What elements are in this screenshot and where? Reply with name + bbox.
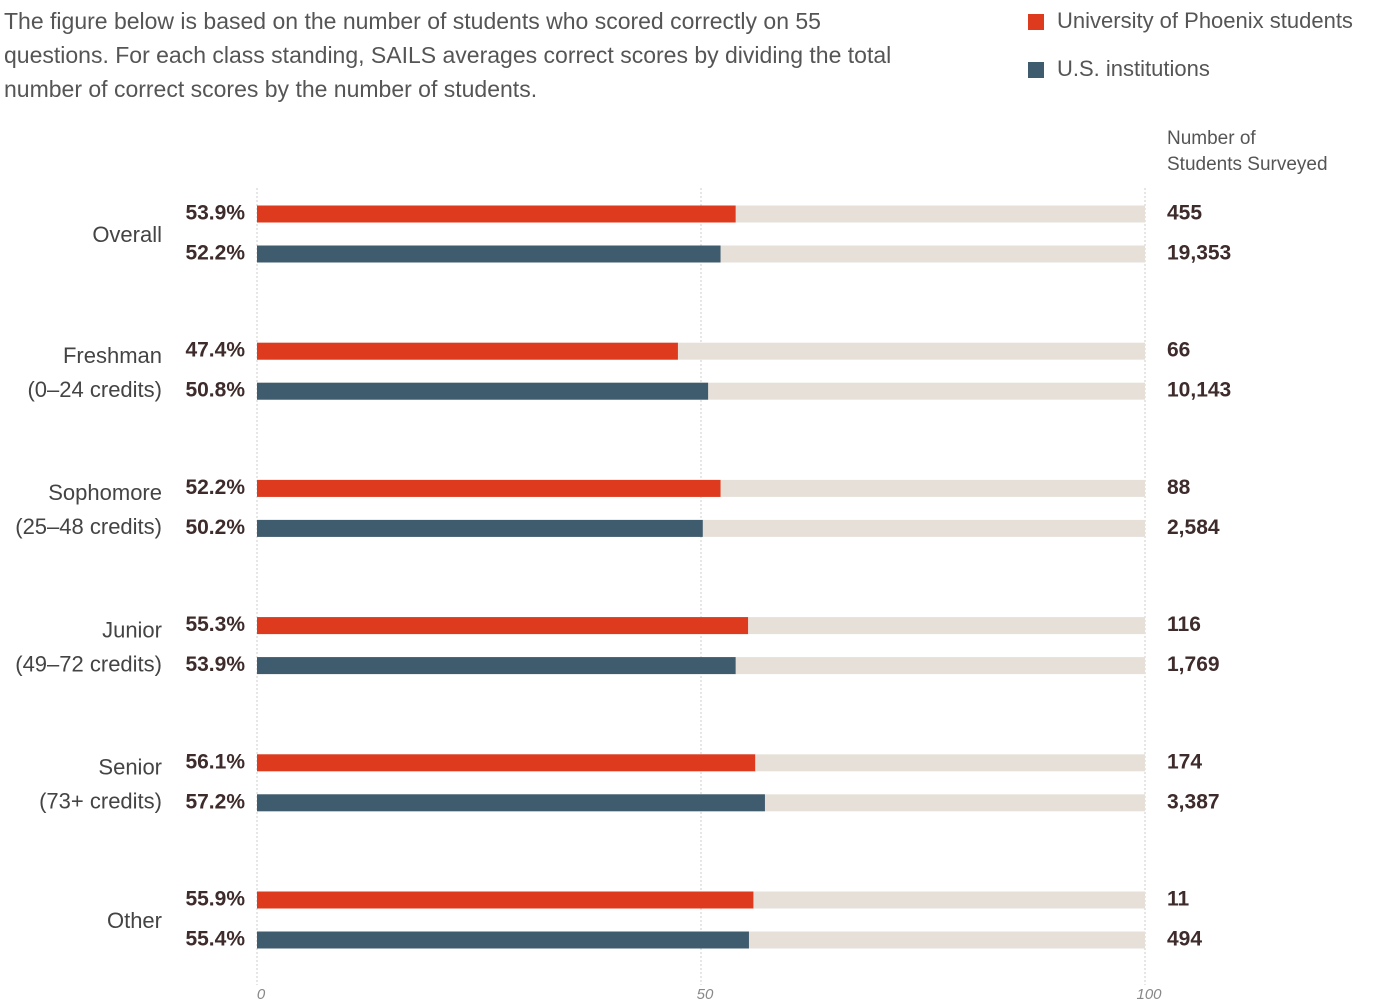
- category-label: Overall: [92, 222, 162, 247]
- value-label: 50.8%: [185, 379, 245, 402]
- category-label: Senior: [98, 755, 162, 780]
- bar: [257, 342, 678, 360]
- count-label: 494: [1167, 928, 1202, 951]
- count-label: 11: [1167, 888, 1190, 911]
- legend-label: University of Phoenix students: [1057, 8, 1353, 33]
- value-label: 52.2%: [185, 242, 245, 265]
- bar: [257, 891, 754, 909]
- bar: [257, 931, 749, 949]
- x-tick-label: 50: [697, 986, 714, 1003]
- x-tick-label: 100: [1136, 986, 1162, 1003]
- legend-label: U.S. institutions: [1057, 56, 1210, 81]
- value-label: 53.9%: [185, 202, 245, 225]
- count-label: 455: [1167, 202, 1202, 225]
- category-label: Freshman: [63, 343, 162, 368]
- category-label: (49–72 credits): [15, 651, 162, 676]
- description: The figure below is based on the number …: [4, 8, 892, 102]
- count-label: 116: [1167, 613, 1201, 636]
- bar: [257, 479, 721, 497]
- category-label: Junior: [102, 617, 162, 642]
- value-label: 57.2%: [185, 790, 245, 813]
- bar: [257, 794, 765, 812]
- count-label: 2,584: [1167, 516, 1220, 539]
- legend-swatch: [1028, 14, 1044, 30]
- legend-swatch: [1028, 62, 1044, 78]
- category-label: (0–24 credits): [27, 377, 162, 402]
- value-label: 55.4%: [185, 928, 245, 951]
- value-label: 55.3%: [185, 613, 245, 636]
- count-label: 1,769: [1167, 653, 1220, 676]
- category-label: Sophomore: [48, 480, 162, 505]
- bar: [257, 245, 721, 263]
- count-label: 10,143: [1167, 379, 1231, 402]
- bar: [257, 205, 736, 223]
- category-label: Other: [107, 908, 162, 933]
- count-label: 3,387: [1167, 790, 1220, 813]
- counts-header: Students Surveyed: [1167, 154, 1328, 175]
- bar: [257, 382, 709, 400]
- count-label: 19,353: [1167, 242, 1231, 265]
- count-label: 174: [1167, 750, 1202, 773]
- value-label: 47.4%: [185, 339, 245, 362]
- value-label: 55.9%: [185, 888, 245, 911]
- count-label: 88: [1167, 476, 1191, 499]
- category-label: (73+ credits): [39, 789, 162, 814]
- bar: [257, 657, 736, 675]
- count-label: 66: [1167, 339, 1190, 362]
- counts-header: Number of: [1167, 128, 1256, 149]
- value-label: 53.9%: [185, 653, 245, 676]
- bar: [257, 519, 703, 537]
- category-label: (25–48 credits): [15, 514, 162, 539]
- value-label: 56.1%: [185, 750, 245, 773]
- bar: [257, 617, 749, 635]
- x-tick-label: 0: [257, 986, 266, 1003]
- bar: [257, 754, 756, 772]
- value-label: 50.2%: [185, 516, 245, 539]
- value-label: 52.2%: [185, 476, 245, 499]
